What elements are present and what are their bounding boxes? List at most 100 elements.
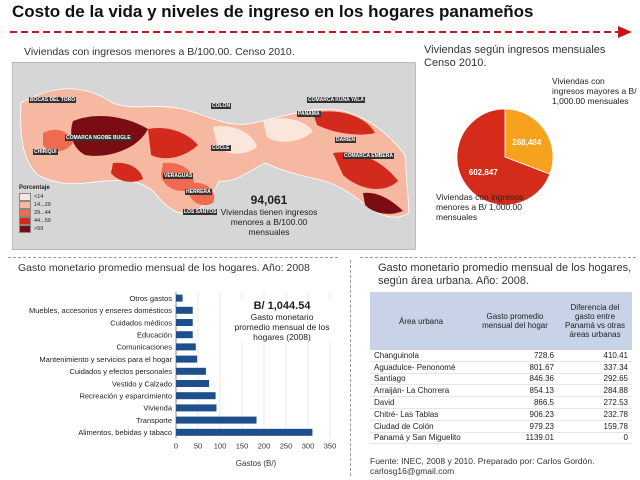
pie-value-label: 268,484 xyxy=(512,138,541,147)
table-header-diff: Diferencia del gasto entre Panamá vs otr… xyxy=(558,292,632,350)
table-header-gasto: Gasto promedio mensual del hogar xyxy=(472,292,558,350)
table-cell-diff: 410.41 xyxy=(558,350,632,362)
bar-mark xyxy=(176,294,183,302)
map-legend-swatch xyxy=(19,217,31,225)
table-cell-diff: 272.53 xyxy=(558,396,632,409)
bar-chart: Otros gastos Muebles, accesorios y ensere… xyxy=(29,292,337,468)
bar-title: Gasto monetario promedio mensual de los … xyxy=(18,262,310,274)
table-row: Chitré- Las Tablas 906.23 232.78 xyxy=(370,408,632,421)
map-legend-swatch xyxy=(19,193,31,201)
map-legend-swatch xyxy=(19,225,31,233)
bar-category-label: Comunicaciones xyxy=(117,343,173,352)
table-cell-gasto: 846.36 xyxy=(472,373,558,386)
table-cell-gasto: 801.67 xyxy=(472,361,558,374)
bar-mark xyxy=(176,367,206,375)
bar-mark xyxy=(176,404,217,412)
bar-category-label: Otros gastos xyxy=(129,294,172,303)
bar-tick-label: 50 xyxy=(194,441,202,450)
map-legend-title: Porcentaje xyxy=(19,185,50,191)
title-arrow xyxy=(10,26,632,38)
table-cell-gasto: 979.23 xyxy=(472,420,558,433)
pie-label-below: Viviendas con ingresos menores a B/ 1,00… xyxy=(436,192,524,222)
urban-table: Área urbana Gasto promedio mensual del h… xyxy=(370,292,632,445)
table-cell-gasto: 728.6 xyxy=(472,350,558,362)
table-cell-area: Santiago xyxy=(370,373,472,386)
bar-mark xyxy=(176,416,257,424)
panama-map: BOCAS DEL TORO COMARCA NGOBE BUGLE CHIRI… xyxy=(12,62,416,250)
map-legend-item: >59 xyxy=(19,225,51,233)
bar-mark xyxy=(176,380,209,387)
divider-right xyxy=(360,257,636,258)
map-legend-item: 44...59 xyxy=(19,217,51,225)
map-legend-item: 14...29 xyxy=(19,201,51,209)
table-cell-gasto: 866.5 xyxy=(472,396,558,409)
map-label-darien: DARIEN xyxy=(335,137,357,143)
map-label-embera: COMARCA EMBERA xyxy=(343,153,394,159)
table-cell-diff: 232.78 xyxy=(558,408,632,421)
bar-mark xyxy=(176,306,193,314)
bar-category-label: Transporte xyxy=(136,416,172,425)
bar-tick-label: 150 xyxy=(236,441,249,450)
table-cell-gasto: 854.13 xyxy=(472,384,558,398)
table-cell-diff: 337.34 xyxy=(558,361,632,374)
table-header-area: Área urbana xyxy=(370,292,472,350)
table-cell-diff: 0 xyxy=(558,432,632,445)
map-legend-label: 44...59 xyxy=(34,218,51,224)
pie-chart: 268,484 602,847 xyxy=(456,108,554,206)
table-row: Arraiján- La Chorrera 854.13 284.88 xyxy=(370,384,632,398)
bar-tick-label: 200 xyxy=(258,441,271,450)
table-row: Aguadulce- Penonomé 801.67 337.34 xyxy=(370,361,632,374)
map-callout: 94,061 Viviendas tienen ingresos menores… xyxy=(219,193,319,237)
table-cell-area: Chitré- Las Tablas xyxy=(370,408,472,421)
pie-slice xyxy=(504,108,554,175)
bar-annot-value: B/ 1,044.54 xyxy=(253,300,311,312)
bar-category-label: Educación xyxy=(137,331,172,340)
bar-tick-label: 250 xyxy=(280,441,293,450)
table-row: Ciudad de Colón 979.23 159.78 xyxy=(370,420,632,433)
map-legend-label: >59 xyxy=(34,226,44,232)
bar-mark xyxy=(176,428,313,436)
table-row: David 866.5 272.53 xyxy=(370,396,632,409)
table-cell-area: David xyxy=(370,396,472,409)
table-cell-area: Ciudad de Colón xyxy=(370,420,472,433)
bar-category-label: Cuidados y efectos personales xyxy=(69,367,172,376)
divider-left xyxy=(8,257,338,258)
map-legend-label: 29...44 xyxy=(34,210,51,216)
bar-mark xyxy=(176,392,216,400)
map-legend-items: <14 14...29 29...44 44...59 >59 xyxy=(19,193,51,233)
table-cell-area: Changuinola xyxy=(370,350,472,362)
bar-tick-label: 0 xyxy=(174,441,178,450)
map-title: Viviendas con ingresos menores a B/100.0… xyxy=(24,46,295,58)
table-title: Gasto monetario promedio mensual de los … xyxy=(378,262,632,287)
table-cell-gasto: 906.23 xyxy=(472,408,558,421)
table-cell-area: Panamá y San Miguelito xyxy=(370,432,472,445)
table-cell-area: Aguadulce- Penonomé xyxy=(370,361,472,374)
map-label-panama: PANAMA xyxy=(297,111,321,117)
bar-tick-label: 350 xyxy=(324,441,337,450)
table-cell-gasto: 1139.01 xyxy=(472,432,558,445)
map-legend-label: <14 xyxy=(34,194,44,200)
bar-category-label: Vivienda xyxy=(143,404,172,413)
source-note: Fuente: INEC, 2008 y 2010. Preparado por… xyxy=(370,456,595,476)
bar-xlabel: Gastos (B/) xyxy=(236,459,277,468)
bar-mark xyxy=(176,319,193,326)
map-label-veraguas: VERAGUAS xyxy=(163,173,194,179)
map-label-ngobe: COMARCA NGOBE BUGLE xyxy=(65,135,132,141)
bar-mark xyxy=(176,343,196,351)
pie-value-label: 602,847 xyxy=(469,168,498,177)
bar-category-label: Vestido y Calzado xyxy=(112,379,172,388)
map-label-kuna: COMARCA KUNA YALA xyxy=(307,97,366,103)
map-legend-label: 14...29 xyxy=(34,202,51,208)
bar-annot-text: Gasto monetario promedio mensual de los … xyxy=(234,312,330,342)
divider-vertical xyxy=(350,260,351,476)
map-label-colon: COLON xyxy=(211,103,232,109)
map-label-bocas: BOCAS DEL TORO xyxy=(29,97,77,103)
table-cell-diff: 292.65 xyxy=(558,373,632,386)
table-cell-area: Arraiján- La Chorrera xyxy=(370,384,472,398)
pie-slice xyxy=(456,108,551,206)
bar-annotation: B/ 1,044.54 Gasto monetario promedio men… xyxy=(232,300,332,342)
bar-tick-label: 300 xyxy=(302,441,315,450)
table-row: Santiago 846.36 292.65 xyxy=(370,373,632,386)
map-legend-item: 29...44 xyxy=(19,209,51,217)
map-legend-swatch xyxy=(19,209,31,217)
